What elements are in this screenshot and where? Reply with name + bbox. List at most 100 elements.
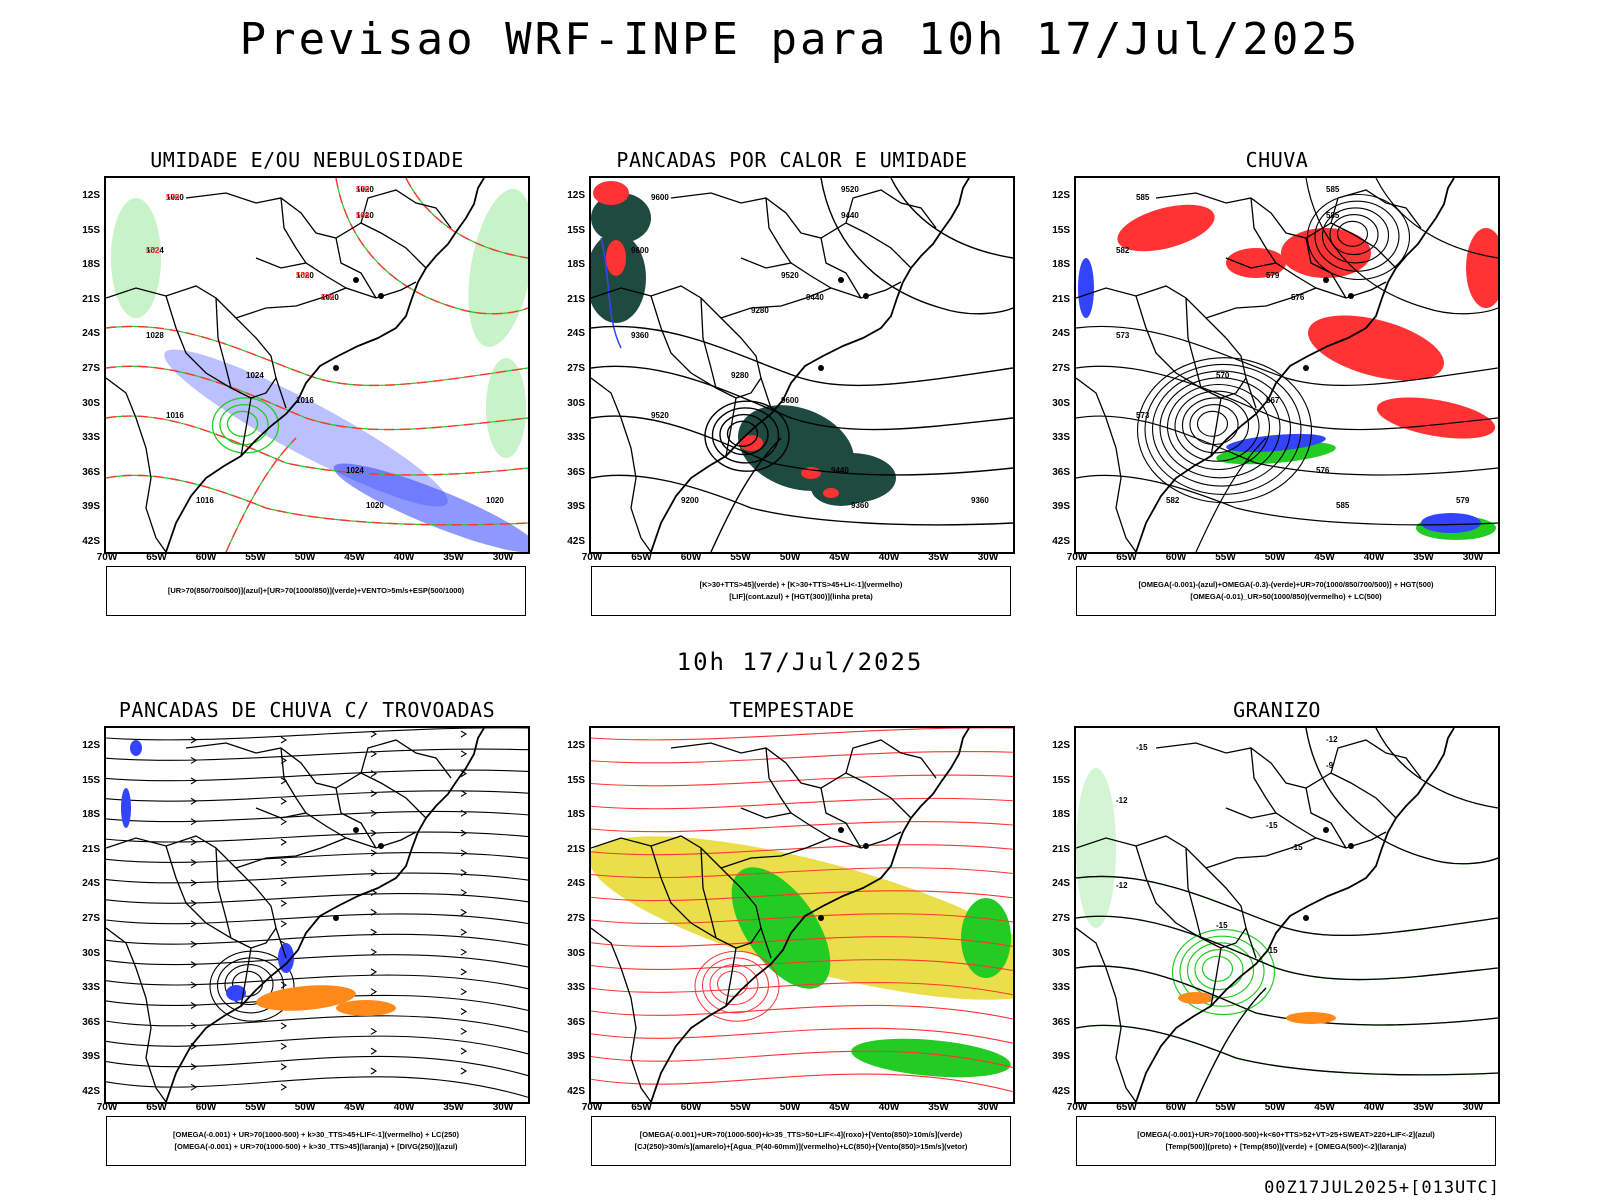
contour xyxy=(1076,474,1498,526)
contour-label: -15 xyxy=(1216,921,1228,930)
lat-tick-label: 27S xyxy=(82,363,100,374)
shaded-area xyxy=(256,985,356,1011)
lake-icon xyxy=(1303,365,1309,371)
mid-title: 10h 17/Jul/2025 xyxy=(676,648,924,676)
border-line xyxy=(820,237,862,299)
arrow-icon xyxy=(370,948,378,956)
lake-icon xyxy=(818,365,824,371)
contour xyxy=(1076,1024,1498,1076)
lon-tick-label: 40W xyxy=(878,552,900,563)
lon-tick-label: 50W xyxy=(294,1102,316,1113)
border-line xyxy=(1250,747,1277,814)
arrow-icon xyxy=(190,940,198,948)
contour xyxy=(1375,728,1498,809)
lat-tick-label: 15S xyxy=(82,774,100,786)
border-line xyxy=(1330,189,1422,229)
border-line xyxy=(720,281,902,319)
lon-tick-label: 50W xyxy=(779,1102,801,1113)
lat-tick-label: 24S xyxy=(1052,878,1070,890)
arrow-icon xyxy=(460,730,468,738)
lake-icon xyxy=(1323,277,1329,283)
coastline xyxy=(165,178,485,552)
arrow-icon xyxy=(460,1047,468,1055)
border-line xyxy=(235,281,417,319)
arrow-icon xyxy=(190,838,198,846)
contour-label: 9280 xyxy=(731,371,749,380)
cyclone-contour xyxy=(719,413,769,456)
border-line xyxy=(360,739,452,779)
panel-legend: [OMEGA(-0.001) + UR>70(1000-500) + k>30_… xyxy=(106,1116,526,1166)
lake-icon xyxy=(1323,827,1329,833)
lon-tick-label: 40W xyxy=(878,1102,900,1113)
cyclone-contour xyxy=(1336,220,1369,247)
contour-label: 9440 xyxy=(831,466,849,475)
lon-tick-label: 50W xyxy=(294,552,316,563)
border-line xyxy=(1076,285,1257,409)
lon-tick-label: 55W xyxy=(245,1102,266,1113)
lat-tick-label: 27S xyxy=(567,913,585,924)
border-line xyxy=(106,835,287,959)
arrow-icon xyxy=(460,1027,468,1035)
lon-tick-label: 30W xyxy=(977,552,999,563)
lat-tick-label: 27S xyxy=(567,363,585,374)
contour xyxy=(1305,728,1498,865)
arrow-icon xyxy=(190,1063,198,1071)
shaded-area xyxy=(111,198,161,318)
border-line xyxy=(740,807,832,839)
panel-legend: [OMEGA(-0.001)-(azul)+OMEGA(-0.3)-(verde… xyxy=(1076,566,1496,616)
cyclone-contour xyxy=(1194,949,1244,991)
coastline xyxy=(165,728,485,1102)
lon-tick-label: 30W xyxy=(492,552,514,563)
arrow-icon xyxy=(460,948,468,956)
lat-tick-label: 15S xyxy=(1052,224,1070,236)
border-line xyxy=(1205,831,1387,869)
arrow-icon xyxy=(190,1083,198,1091)
border-line xyxy=(1076,835,1257,959)
border-line xyxy=(670,192,912,269)
panel-title: PANCADAS DE CHUVA C/ TROVOADAS xyxy=(118,698,496,722)
map-canvas xyxy=(591,728,1013,1102)
lat-tick-label: 12S xyxy=(82,740,100,751)
lon-tick-label: 65W xyxy=(631,552,652,563)
border-line xyxy=(165,845,277,949)
panel-title: GRANIZO xyxy=(1233,698,1321,722)
lat-tick-label: 15S xyxy=(1052,774,1070,786)
contour-label: 552 xyxy=(146,246,160,255)
contour-label: 1024 xyxy=(346,466,364,475)
lat-tick-label: 18S xyxy=(1052,259,1070,271)
arrow-icon xyxy=(190,961,198,969)
lat-tick-label: 27S xyxy=(82,913,100,924)
shaded-area xyxy=(811,470,871,506)
contour xyxy=(1076,915,1498,981)
legend-line: [OMEGA(-0.001)-(azul)+OMEGA(-0.3)-(verde… xyxy=(1138,580,1434,589)
contour-label: 9600 xyxy=(781,396,799,405)
lat-tick-label: 30S xyxy=(1052,947,1070,959)
lake-icon xyxy=(353,277,359,283)
streamline xyxy=(591,867,1013,879)
arrow-icon xyxy=(370,928,378,936)
contour xyxy=(1076,415,1498,476)
cyclone-contour xyxy=(219,403,269,446)
lon-tick-label: 45W xyxy=(344,1102,365,1113)
contour-label: 9520 xyxy=(841,185,859,194)
border-line xyxy=(1330,739,1422,779)
lon-tick-label: 40W xyxy=(1363,552,1385,563)
streamlines xyxy=(591,728,1013,1093)
lon-tick-label: 60W xyxy=(680,1102,702,1113)
border-line xyxy=(1210,947,1222,1007)
lat-tick-label: 21S xyxy=(1052,293,1070,305)
lon-tick-label: 35W xyxy=(443,552,464,563)
contour-lines xyxy=(1076,728,1498,1102)
lon-tick-label: 50W xyxy=(779,552,801,563)
border-line xyxy=(106,377,167,552)
arrow-icon xyxy=(460,928,468,936)
lat-tick-label: 24S xyxy=(567,878,585,890)
shaded-area xyxy=(593,181,629,205)
border-line xyxy=(240,397,252,457)
contour xyxy=(1375,178,1498,259)
contour-label: -12 xyxy=(1326,735,1338,744)
arrow-icon xyxy=(280,838,288,846)
border-line xyxy=(725,397,737,457)
panel-legend: [K>30+TTS>45](verde) + [K>30+TTS>45+LI<-… xyxy=(591,566,1011,616)
lon-tick-label: 55W xyxy=(245,552,266,563)
